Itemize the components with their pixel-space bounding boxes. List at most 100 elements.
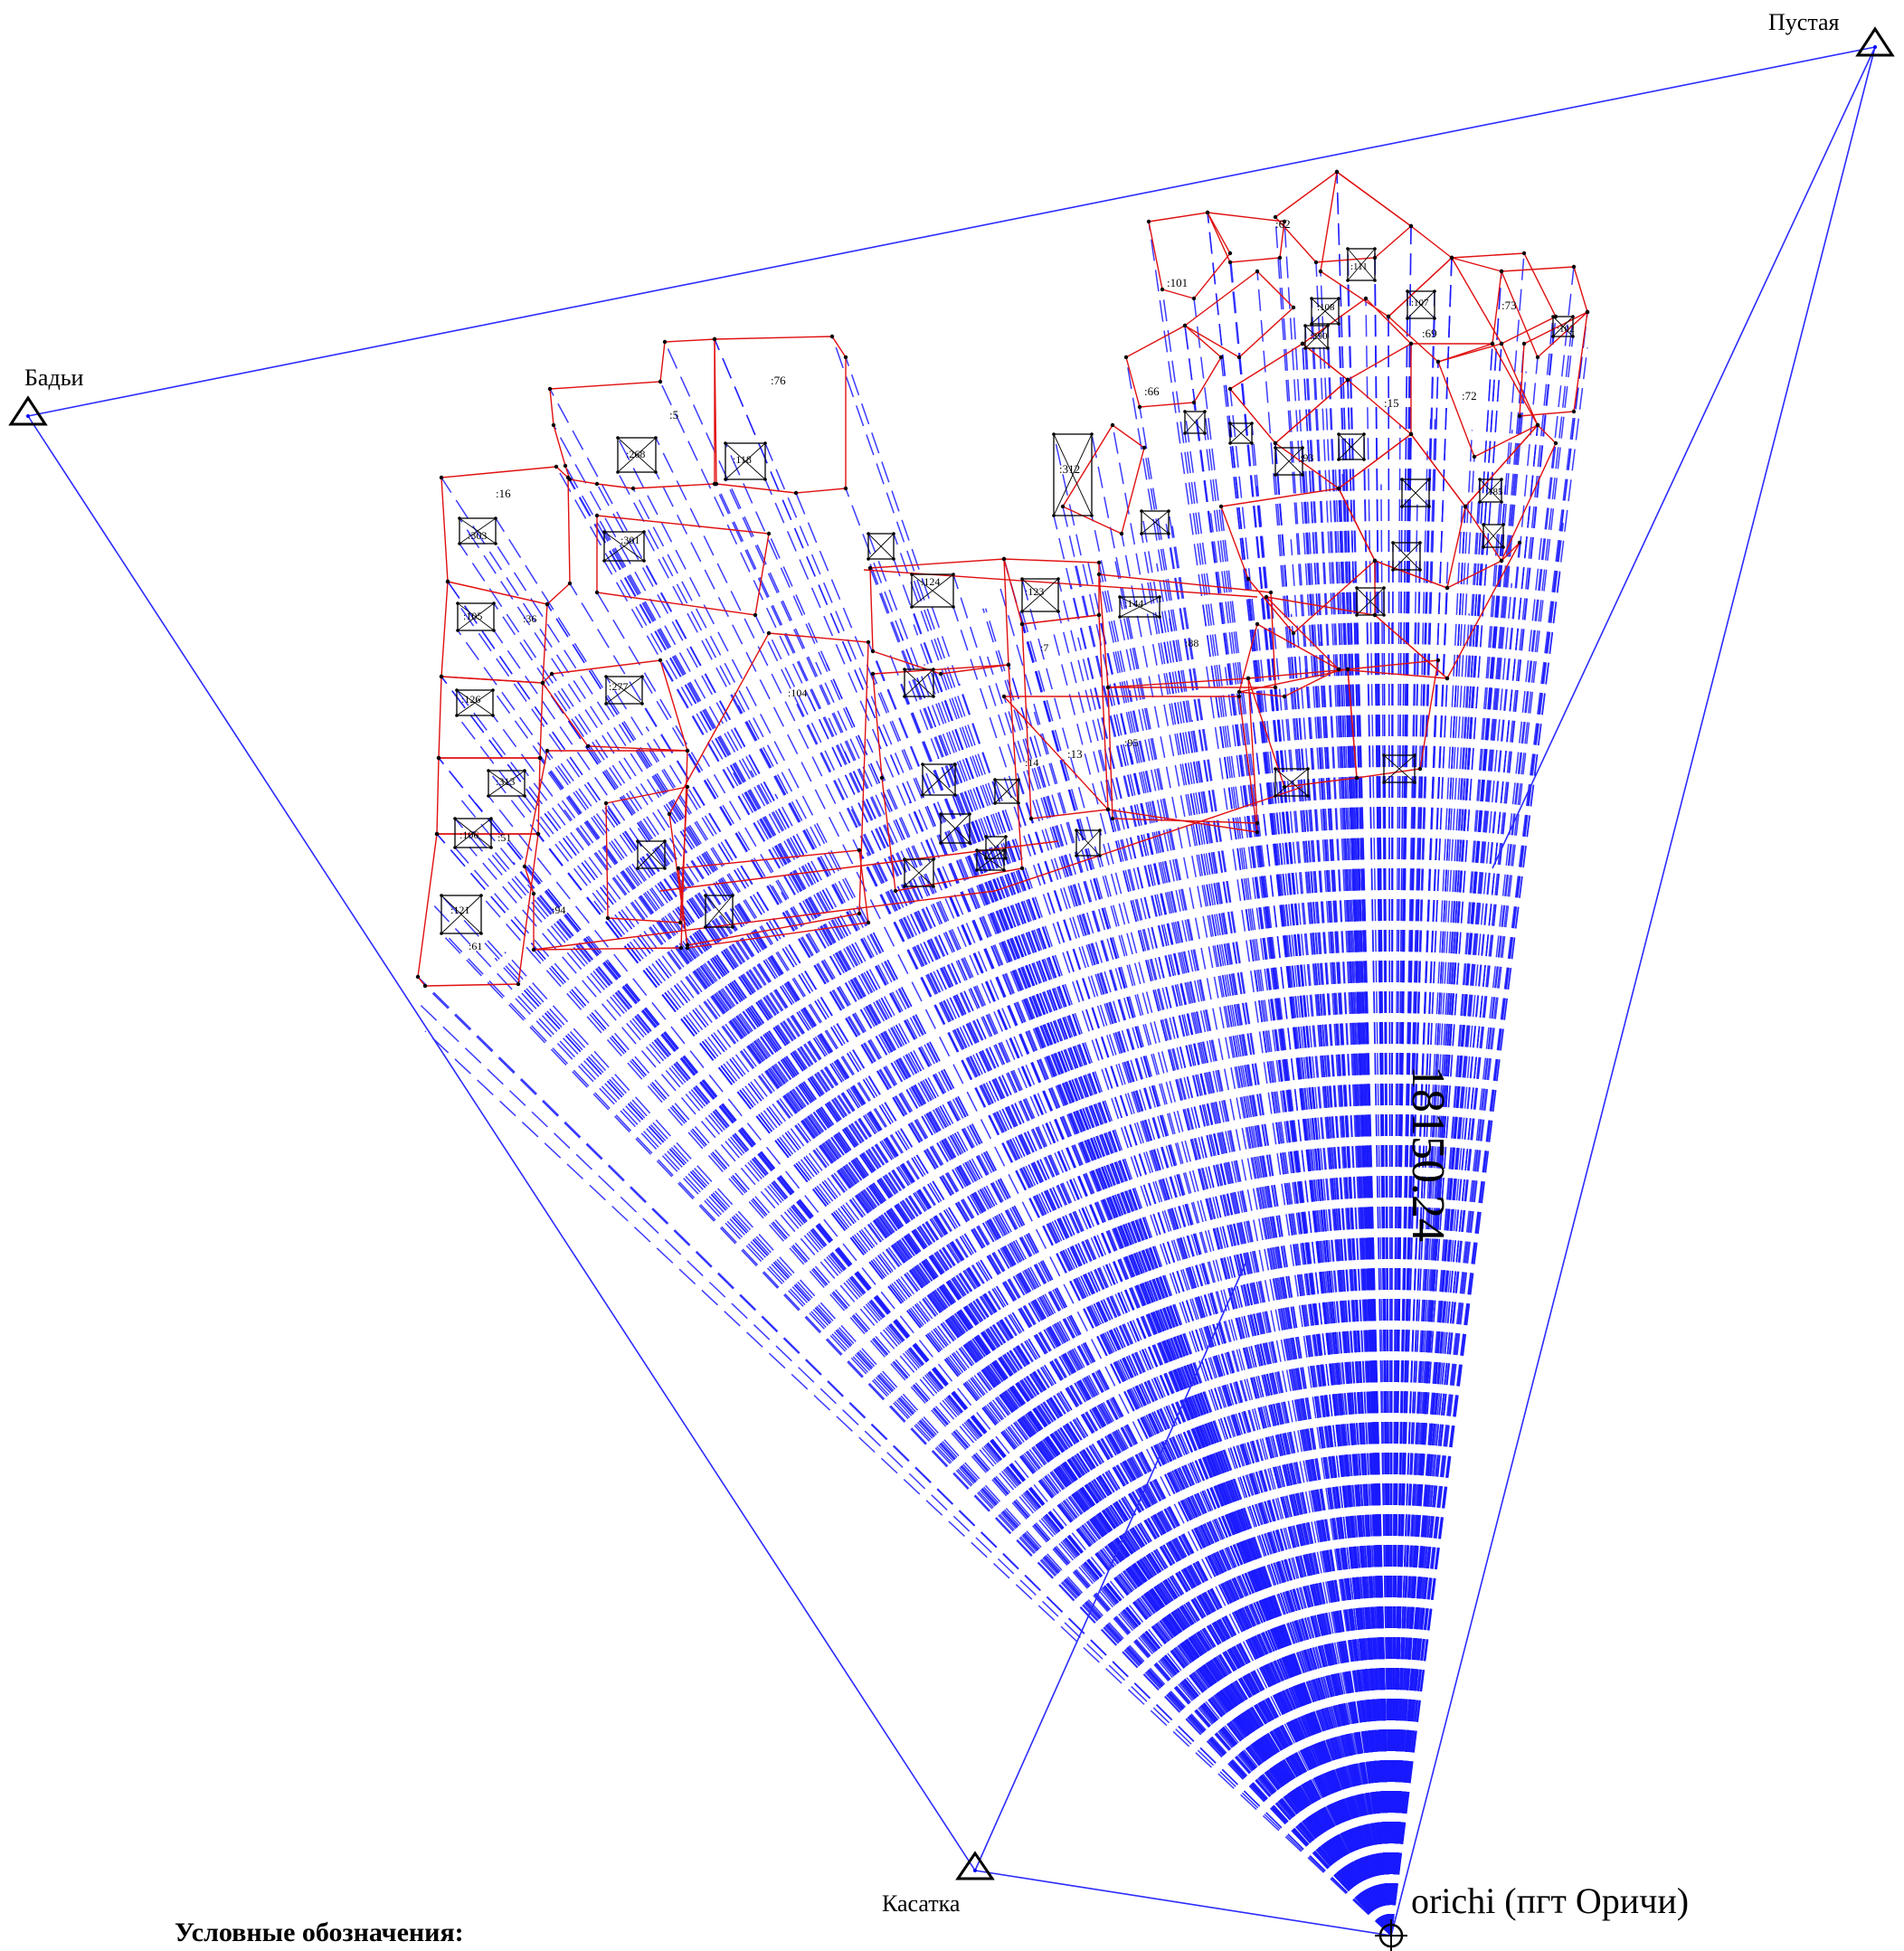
control-point-kasatka: Касатка — [882, 1851, 995, 1917]
vertex-point-icon — [545, 748, 550, 753]
vertex-point-icon — [1273, 685, 1278, 690]
observation-ray — [862, 857, 1392, 1937]
vertex-point-icon — [1096, 612, 1102, 618]
structure-outline — [1337, 432, 1366, 461]
triangle-marker-icon — [8, 395, 48, 426]
parcel-label: :94 — [552, 904, 565, 916]
observation-ray — [1003, 776, 1392, 1937]
vertex-point-icon — [1363, 296, 1369, 301]
observation-ray — [881, 777, 1392, 1937]
vertex-point-icon — [1227, 260, 1233, 265]
parcel-label: :95 — [1124, 736, 1138, 749]
observation-ray — [1200, 594, 1392, 1937]
observation-ray — [940, 842, 1392, 1937]
vertex-point-icon — [1386, 314, 1391, 319]
observation-ray — [643, 560, 1392, 1937]
vertex-point-icon — [1105, 685, 1111, 690]
observation-ray — [1390, 384, 1495, 1937]
observation-ray — [908, 800, 1392, 1937]
vertex-point-icon — [1205, 210, 1210, 215]
observation-ray — [1390, 424, 1539, 1937]
observation-ray — [869, 567, 1392, 1937]
vertex-point-icon — [1218, 355, 1224, 360]
observation-ray — [1145, 573, 1392, 1937]
observation-ray — [1390, 506, 1466, 1937]
structure-outline — [903, 668, 935, 698]
observation-ray — [1390, 343, 1502, 1937]
structure-outline — [1020, 577, 1060, 613]
parcel-boundary — [714, 336, 847, 494]
observation-ray — [655, 471, 1392, 1937]
observation-ray — [1193, 298, 1392, 1937]
vertex-point-icon — [1445, 676, 1450, 681]
observation-ray — [1169, 618, 1392, 1937]
vertex-point-icon — [1191, 296, 1197, 301]
network-line — [974, 1256, 1249, 1871]
vertex-point-icon — [1146, 219, 1151, 224]
observation-ray — [1033, 711, 1392, 1937]
observation-ray — [1390, 523, 1565, 1937]
vertex-point-icon — [1499, 558, 1504, 564]
parcel-boundary — [1238, 668, 1349, 693]
vertex-point-icon — [866, 920, 871, 925]
observation-ray — [417, 976, 1392, 1937]
vertex-point-icon — [867, 565, 873, 571]
observation-ray — [994, 802, 1392, 1937]
observation-ray — [524, 770, 1392, 1937]
structure-outline — [453, 817, 493, 849]
observation-ray — [1097, 749, 1392, 1937]
vertex-point-icon — [1110, 422, 1115, 428]
observation-ray — [1191, 720, 1392, 1937]
observation-ray — [1320, 641, 1392, 1937]
observation-ray — [750, 770, 1392, 1937]
structure-outline — [1140, 509, 1170, 535]
parcel-label: :66 — [1144, 384, 1160, 398]
parcel-label: :73 — [1501, 298, 1517, 312]
vertex-point-icon — [1517, 413, 1522, 419]
vertex-point-icon — [1273, 440, 1278, 446]
observation-ray — [1390, 430, 1473, 1937]
parcel-boundary — [659, 840, 1059, 892]
vertex-point-icon — [866, 639, 871, 645]
vertex-point-icon — [843, 355, 848, 360]
observation-ray — [1304, 668, 1392, 1937]
observation-ray — [1302, 474, 1392, 1937]
vertex-point-icon — [439, 674, 444, 679]
vertex-point-icon — [677, 920, 683, 925]
vertex-point-icon — [1408, 223, 1414, 229]
vertex-point-icon — [537, 755, 543, 761]
structure-outline — [1274, 767, 1310, 798]
vertex-point-icon — [893, 888, 898, 894]
vertex-point-icon — [1354, 775, 1359, 781]
observation-ray — [512, 861, 1392, 1937]
vertex-point-icon — [1273, 214, 1278, 220]
structure-outline — [1406, 289, 1436, 320]
vertex-point-icon — [545, 601, 550, 607]
observation-ray — [448, 937, 1392, 1937]
parcel-boundaries — [415, 169, 1590, 989]
structure-outline — [1346, 247, 1377, 282]
parcel-label: :93 — [1300, 451, 1313, 464]
gnss-observation-rays — [415, 171, 1588, 1937]
structure-outline — [903, 857, 935, 888]
vertex-point-icon — [676, 866, 681, 871]
vertex-point-icon — [1019, 621, 1025, 627]
parcel-boundary — [1098, 573, 1276, 688]
vertex-point-icon — [1535, 422, 1540, 428]
structure-label: :121 — [450, 904, 469, 916]
observation-ray — [866, 738, 1392, 1937]
parcel-label: :5 — [669, 408, 678, 421]
observation-ray — [1220, 506, 1392, 1937]
structure-label: :107 — [1411, 298, 1429, 308]
observation-ray — [850, 809, 1392, 1937]
control-point-pustaya: Пустая — [1768, 9, 1895, 57]
observation-ray — [764, 858, 1392, 1937]
observation-ray — [593, 900, 1392, 1937]
observation-ray — [958, 683, 1392, 1937]
structure-outline — [1303, 324, 1330, 350]
control-point-label: Касатка — [882, 1890, 961, 1917]
structure-outline — [867, 532, 895, 561]
observation-ray — [825, 663, 1392, 1937]
observation-ray — [1390, 501, 1502, 1937]
